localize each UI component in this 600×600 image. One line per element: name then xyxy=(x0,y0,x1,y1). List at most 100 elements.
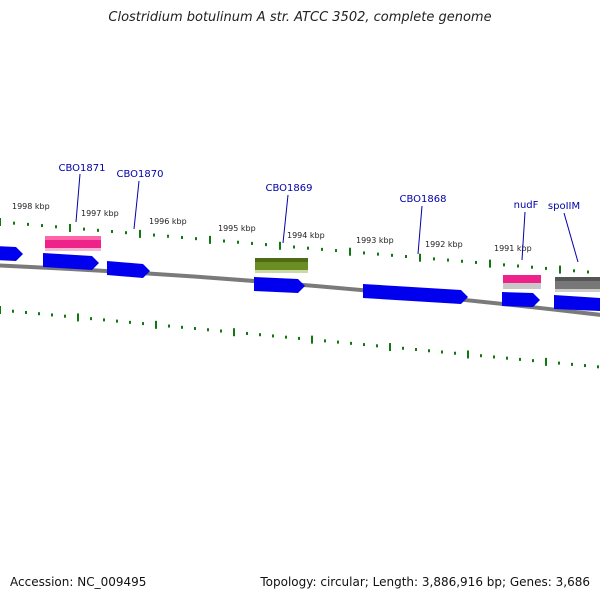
tick-label-1993: 1993 kbp xyxy=(356,236,394,245)
gene-label-cbo1869[interactable]: CBO1869 xyxy=(266,183,313,194)
minor-tick-mark xyxy=(447,258,449,262)
minor-tick-mark xyxy=(377,252,379,256)
minor-tick-mark xyxy=(441,350,443,354)
genome-summary: Topology: circular; Length: 3,886,916 bp… xyxy=(260,575,590,589)
minor-tick-mark xyxy=(237,240,239,244)
feature-spoiim[interactable] xyxy=(555,277,600,292)
gene-arrow-spoiim[interactable] xyxy=(554,295,600,311)
minor-tick-mark xyxy=(531,265,533,269)
minor-tick-mark xyxy=(584,364,586,368)
minor-tick-mark xyxy=(519,357,521,361)
minor-tick-mark xyxy=(415,348,417,352)
major-tick-mark xyxy=(389,343,391,352)
major-tick-mark xyxy=(69,223,71,232)
major-tick-mark xyxy=(545,357,547,366)
minor-tick-mark xyxy=(506,356,508,360)
feature-nudf[interactable] xyxy=(503,275,541,289)
minor-tick-mark xyxy=(517,264,519,268)
minor-tick-mark xyxy=(111,230,113,234)
minor-tick-mark xyxy=(97,228,99,232)
accession-label: Accession: NC_009495 xyxy=(10,575,147,589)
minor-tick-mark xyxy=(402,346,404,350)
gene-arrow-nudf[interactable] xyxy=(502,292,540,307)
minor-tick-mark xyxy=(321,247,323,251)
minor-tick-mark xyxy=(587,270,589,274)
minor-tick-mark xyxy=(597,365,599,369)
minor-tick-mark xyxy=(25,310,27,314)
minor-tick-mark xyxy=(168,324,170,328)
minor-tick-mark xyxy=(475,260,477,264)
minor-tick-mark xyxy=(571,362,573,366)
minor-tick-mark xyxy=(573,269,575,273)
minor-tick-mark xyxy=(324,339,326,343)
minor-tick-mark xyxy=(428,349,430,353)
gene-label-cbo1871[interactable]: CBO1871 xyxy=(59,163,106,174)
minor-tick-mark xyxy=(335,249,337,253)
minor-tick-mark xyxy=(223,239,225,243)
minor-tick-mark xyxy=(181,235,183,239)
tick-label-1996: 1996 kbp xyxy=(149,217,187,226)
gene-arrow-cbo1870[interactable] xyxy=(107,261,150,278)
leader-line-nudf xyxy=(521,211,526,261)
gene-arrow-cbo1868[interactable] xyxy=(363,284,468,304)
minor-tick-mark xyxy=(116,319,118,323)
minor-tick-mark xyxy=(405,255,407,259)
gene-label-spoiim[interactable]: spoIIM xyxy=(548,201,580,212)
tick-label-1991: 1991 kbp xyxy=(494,244,532,253)
major-tick-mark xyxy=(419,253,421,262)
gene-label-cbo1868[interactable]: CBO1868 xyxy=(400,194,447,205)
lower-tick-track xyxy=(0,306,599,369)
minor-tick-mark xyxy=(461,259,463,263)
minor-tick-mark xyxy=(503,263,505,267)
major-tick-mark xyxy=(467,350,469,359)
minor-tick-mark xyxy=(27,222,29,226)
major-tick-mark xyxy=(311,335,313,344)
leader-line-cbo1870 xyxy=(133,180,140,230)
gene-label-cbo1870[interactable]: CBO1870 xyxy=(117,169,164,180)
minor-tick-mark xyxy=(391,253,393,257)
minor-tick-mark xyxy=(153,233,155,237)
leader-line-spoiim xyxy=(563,212,579,263)
minor-tick-mark xyxy=(337,340,339,344)
gene-label-nudf[interactable]: nudF xyxy=(514,200,539,211)
major-tick-mark xyxy=(139,229,141,238)
feature-cbo1869[interactable] xyxy=(255,258,308,273)
minor-tick-mark xyxy=(433,257,435,261)
minor-tick-mark xyxy=(376,344,378,348)
minor-tick-mark xyxy=(51,313,53,317)
minor-tick-mark xyxy=(125,231,127,235)
minor-tick-mark xyxy=(220,329,222,333)
minor-tick-mark xyxy=(454,351,456,355)
major-tick-mark xyxy=(233,328,235,337)
minor-tick-mark xyxy=(195,237,197,241)
gene-arrow-left-edge[interactable] xyxy=(0,246,23,261)
minor-tick-mark xyxy=(363,251,365,255)
minor-tick-mark xyxy=(194,327,196,331)
minor-tick-mark xyxy=(285,335,287,339)
minor-tick-mark xyxy=(12,309,14,313)
minor-tick-mark xyxy=(207,328,209,332)
diagram-title: Clostridium botulinum A str. ATCC 3502, … xyxy=(108,10,492,25)
minor-tick-mark xyxy=(90,317,92,321)
feature-cbo1871[interactable] xyxy=(45,236,101,251)
minor-tick-mark xyxy=(41,224,43,228)
minor-tick-mark xyxy=(350,341,352,345)
major-tick-mark xyxy=(279,241,281,250)
gene-arrow-cbo1869[interactable] xyxy=(254,277,305,293)
minor-tick-mark xyxy=(480,354,482,358)
minor-tick-mark xyxy=(532,359,534,363)
minor-tick-mark xyxy=(13,221,15,225)
major-tick-mark xyxy=(209,235,211,244)
minor-tick-mark xyxy=(64,314,66,318)
minor-tick-mark xyxy=(103,318,105,322)
minor-tick-mark xyxy=(307,246,309,250)
major-tick-mark xyxy=(0,218,1,226)
major-tick-mark xyxy=(0,306,1,314)
minor-tick-mark xyxy=(259,333,261,337)
gene-arrow-cbo1871[interactable] xyxy=(43,253,99,270)
minor-tick-mark xyxy=(38,312,40,316)
major-tick-mark xyxy=(349,247,351,256)
tick-label-1992: 1992 kbp xyxy=(425,240,463,249)
minor-tick-mark xyxy=(83,227,85,231)
